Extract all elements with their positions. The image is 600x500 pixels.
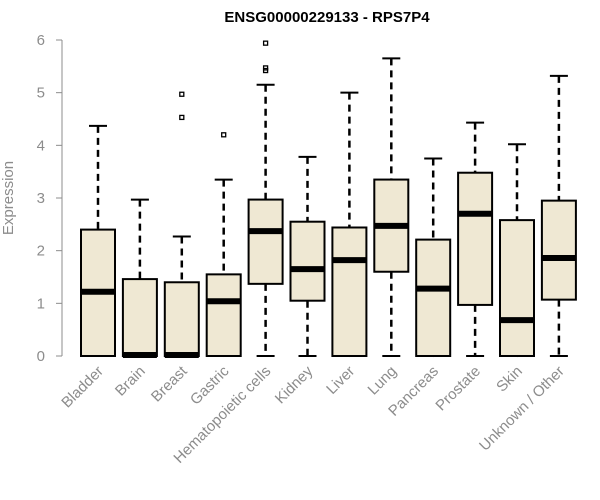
outlier-point	[221, 132, 227, 138]
box-1	[80, 124, 116, 358]
box-6	[289, 155, 326, 357]
y-tick-label: 0	[37, 348, 45, 365]
box-2	[121, 198, 158, 358]
y-axis-label: Expression	[0, 161, 17, 235]
category-label: Prostate	[432, 363, 484, 415]
category-label: Bladder	[58, 363, 107, 412]
category-label: Breast	[148, 362, 191, 405]
box-8	[373, 57, 410, 357]
box-body	[163, 281, 200, 357]
chart-title: ENSG00000229133 - RPS7P4	[224, 9, 430, 26]
y-tick-label: 6	[37, 32, 45, 49]
y-tick-label: 1	[37, 295, 45, 312]
box-9	[415, 157, 452, 358]
box-12	[540, 74, 577, 357]
y-tick-label: 5	[37, 85, 45, 102]
box-7	[331, 91, 368, 357]
box-body	[205, 273, 242, 357]
box-body	[499, 219, 535, 357]
outlier-point	[262, 40, 269, 46]
category-label: Liver	[323, 363, 358, 398]
y-axis: 0 1 2 3 4 5 6	[37, 32, 63, 365]
category-label: Kidney	[272, 362, 317, 407]
box-body	[457, 171, 494, 306]
outlier-point	[179, 114, 185, 121]
category-label: Brain	[112, 363, 149, 400]
box-11	[499, 143, 535, 357]
outlier-point	[262, 65, 269, 71]
outlier-point	[179, 91, 185, 97]
box-body	[415, 238, 452, 358]
box-body	[540, 199, 577, 301]
boxes	[80, 40, 577, 358]
y-tick-label: 4	[37, 137, 45, 154]
box-body	[331, 226, 368, 357]
box-3	[163, 91, 200, 358]
box-body	[247, 198, 284, 285]
box-4	[205, 132, 242, 357]
box-5	[247, 40, 284, 357]
box-body	[289, 220, 326, 302]
y-tick-label: 3	[37, 190, 45, 207]
box-body	[121, 278, 158, 357]
category-label: Skin	[493, 363, 526, 396]
box-10	[457, 121, 494, 357]
y-tick-label: 2	[37, 243, 45, 260]
category-label: Lung	[365, 363, 401, 399]
